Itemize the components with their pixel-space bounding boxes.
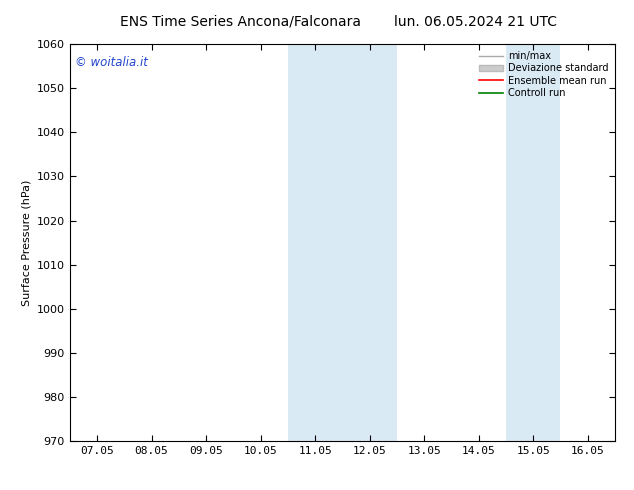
- Text: © woitalia.it: © woitalia.it: [75, 56, 148, 69]
- Bar: [288, 44, 342, 441]
- Y-axis label: Surface Pressure (hPa): Surface Pressure (hPa): [21, 179, 31, 306]
- Text: lun. 06.05.2024 21 UTC: lun. 06.05.2024 21 UTC: [394, 15, 557, 29]
- Legend: min/max, Deviazione standard, Ensemble mean run, Controll run: min/max, Deviazione standard, Ensemble m…: [477, 49, 610, 100]
- Bar: [342, 44, 397, 441]
- Text: ENS Time Series Ancona/Falconara: ENS Time Series Ancona/Falconara: [120, 15, 361, 29]
- Bar: [506, 44, 560, 441]
